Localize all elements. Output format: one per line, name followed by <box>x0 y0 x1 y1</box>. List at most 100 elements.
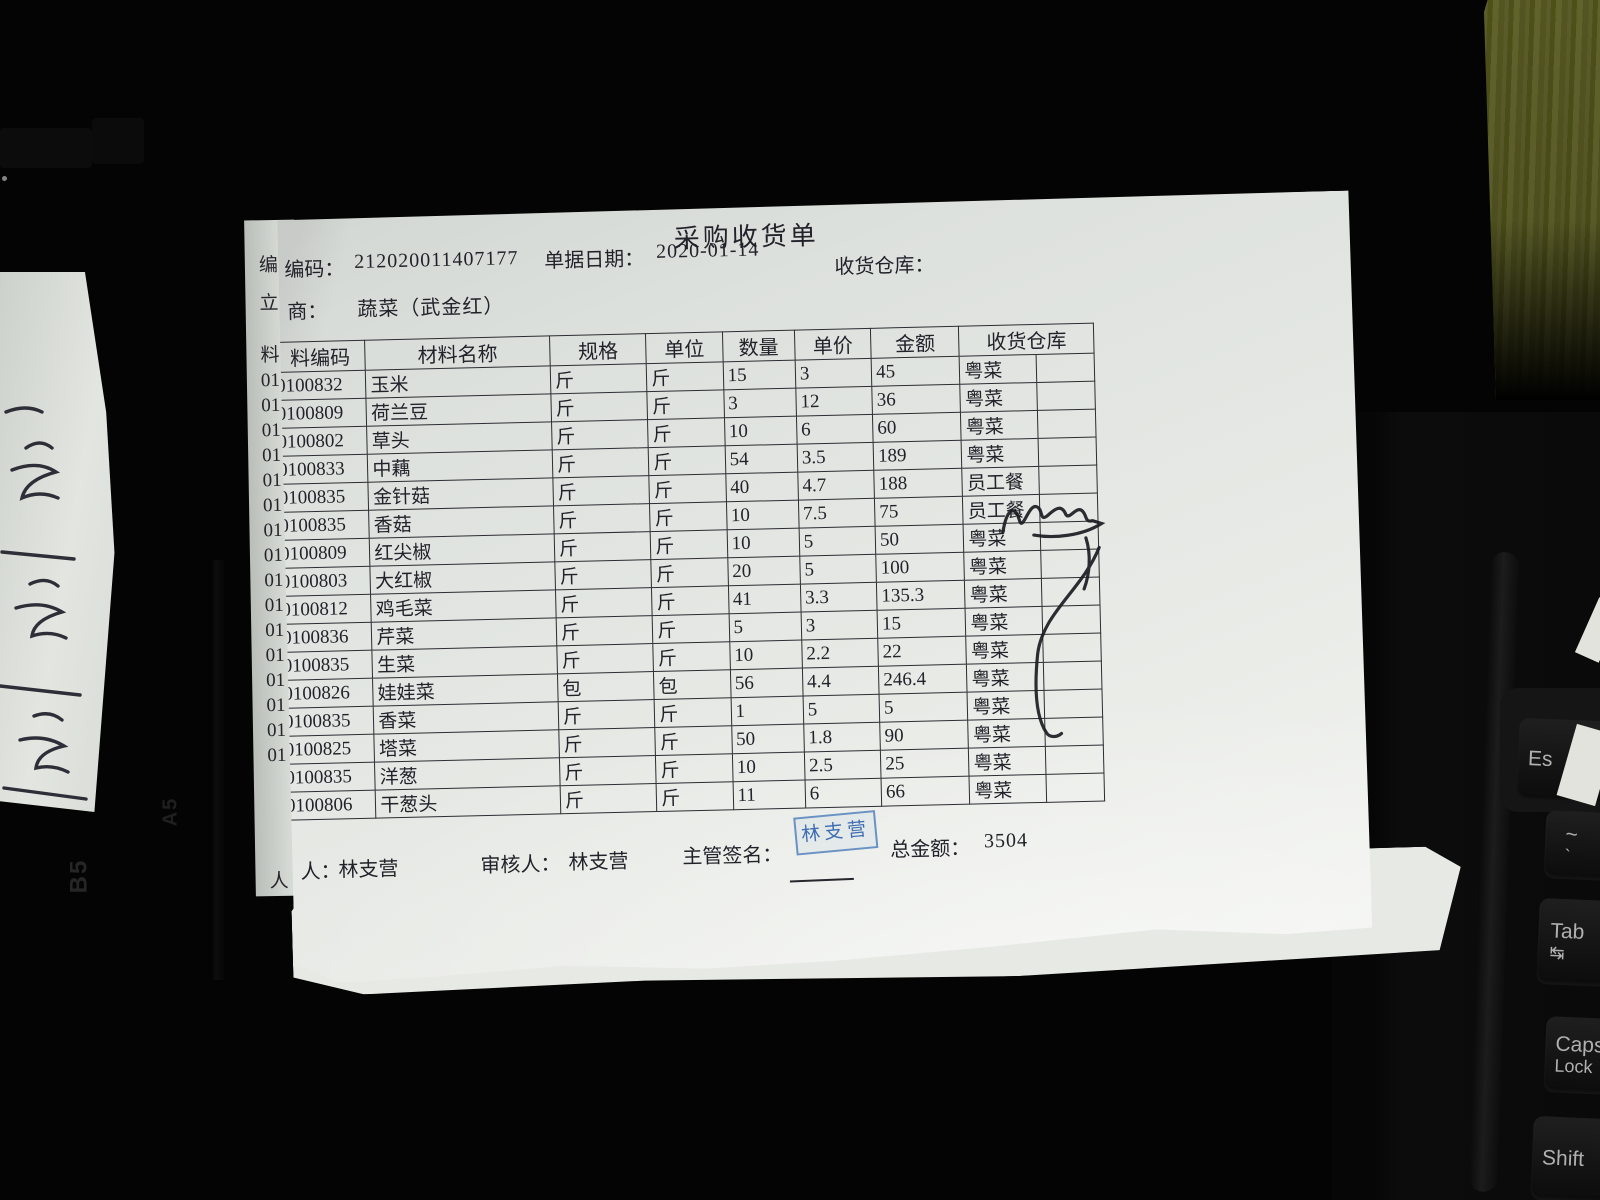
cell-unit-price: 1.8 <box>804 722 881 752</box>
cell-extra <box>1040 549 1099 578</box>
receive-warehouse-label: 收货仓库： <box>834 254 935 279</box>
printer-led-dot <box>2 176 7 181</box>
cell-amount: 15 <box>877 608 966 638</box>
maker-value: 林支营 <box>338 858 399 882</box>
header-unit-price: 单价 <box>794 328 871 360</box>
cell-warehouse: 粤菜 <box>961 410 1038 440</box>
cell-unit-price: 3.3 <box>800 582 877 612</box>
cell-material-name: 干葱头 <box>375 786 560 818</box>
cell-spec: 斤 <box>555 588 652 618</box>
cell-extra <box>1037 409 1096 438</box>
cell-warehouse: 粤菜 <box>964 550 1041 580</box>
header-amount: 金额 <box>871 326 960 358</box>
cell-material-code: 0100826 <box>283 678 374 708</box>
cell-unit-price: 3 <box>795 358 872 388</box>
cell-material-name: 草头 <box>367 422 552 454</box>
total-label: 总金额： <box>889 837 971 862</box>
cell-unit: 斤 <box>654 698 731 728</box>
cell-unit-price: 7.5 <box>798 498 875 528</box>
key-capslock: Caps Lock <box>1543 1016 1600 1096</box>
cell-warehouse: 粤菜 <box>962 438 1039 468</box>
supervisor-sign-label: 主管签名： <box>682 844 783 869</box>
key-tab: Tab ↹ <box>1536 897 1600 989</box>
under-sheet-fragment: 01 <box>265 619 285 642</box>
cell-spec: 包 <box>557 672 654 702</box>
reviewer-value: 林支营 <box>568 850 629 875</box>
cell-material-code: 0100836 <box>281 622 372 652</box>
cell-unit: 斤 <box>649 446 726 476</box>
cell-amount: 45 <box>871 356 960 386</box>
cell-spec: 斤 <box>559 728 656 758</box>
under-sheet-fragment: 01 <box>260 369 281 392</box>
paper-size-marking-b5: B5 <box>65 858 93 894</box>
header-material-name: 材料名称 <box>365 336 550 370</box>
cell-unit-price: 5 <box>799 526 876 556</box>
cell-unit-price: 3 <box>801 610 878 640</box>
cell-unit-price: 3.5 <box>797 442 874 472</box>
handwritten-side-note <box>0 272 115 812</box>
cell-unit: 斤 <box>653 642 730 672</box>
cell-spec: 斤 <box>558 700 655 730</box>
under-sheet-fragment: 01 <box>262 444 282 467</box>
cell-material-code: 0100809 <box>276 398 367 428</box>
cell-material-name: 鸡毛菜 <box>371 590 556 622</box>
cell-spec: 斤 <box>550 364 647 394</box>
cell-quantity: 15 <box>723 360 796 390</box>
cell-amount: 22 <box>878 636 967 666</box>
under-sheet-fragment: 01 <box>266 719 287 742</box>
cell-quantity: 1 <box>731 696 804 726</box>
under-sheet-fragment: 01 <box>262 494 283 517</box>
cell-amount: 188 <box>874 468 963 498</box>
header-spec: 规格 <box>550 334 647 366</box>
cell-warehouse: 粤菜 <box>967 690 1044 720</box>
cell-quantity: 50 <box>731 724 804 754</box>
cell-unit: 斤 <box>648 418 725 448</box>
cell-material-code: 0100835 <box>282 650 373 680</box>
cell-extra <box>1044 689 1103 718</box>
under-sheet-fragment: 01 <box>264 594 285 617</box>
cell-quantity: 54 <box>725 444 798 474</box>
cell-unit-price: 5 <box>800 554 877 584</box>
cell-warehouse: 员工餐 <box>962 466 1039 496</box>
cell-extra <box>1036 381 1095 410</box>
printer-faint-mark <box>92 118 144 164</box>
cell-amount: 75 <box>875 496 964 526</box>
cell-quantity: 56 <box>730 668 803 698</box>
cell-spec: 斤 <box>553 476 650 506</box>
cell-warehouse: 粤菜 <box>960 354 1037 384</box>
receipt-paper: 采购收货单 编码： 212020011407177 单据日期： 2020-01-… <box>277 190 1373 983</box>
cell-unit: 斤 <box>650 530 727 560</box>
signature-underline <box>790 878 854 883</box>
cell-unit: 斤 <box>655 726 732 756</box>
cell-amount: 50 <box>875 524 964 554</box>
cell-spec: 斤 <box>555 560 652 590</box>
under-sheet-fragment: 01 <box>265 644 285 667</box>
header-quantity: 数量 <box>722 330 795 362</box>
supplier-label: 商： <box>287 300 328 324</box>
cell-amount: 90 <box>880 720 969 750</box>
cell-spec: 斤 <box>554 532 651 562</box>
reviewer-label: 审核人： <box>480 853 561 878</box>
under-sheet-fragment: 01 <box>265 669 286 692</box>
cell-unit: 斤 <box>651 558 728 588</box>
cell-material-name: 香菜 <box>374 702 559 734</box>
cell-unit: 斤 <box>656 782 733 812</box>
key-label: ~ <box>1564 822 1579 847</box>
cell-extra <box>1044 717 1103 746</box>
cell-amount: 100 <box>876 552 965 582</box>
supervisor-stamp: 林支营 <box>793 810 878 855</box>
under-sheet-fragment: 料 <box>260 344 280 367</box>
printer-faint-mark <box>0 128 92 168</box>
cell-unit-price: 4.7 <box>798 470 875 500</box>
under-sheet-fragment: 编 <box>258 254 279 277</box>
key-tilde: ~ ` <box>1543 810 1600 882</box>
cell-material-code: 0100812 <box>281 594 372 624</box>
cell-spec: 斤 <box>556 616 653 646</box>
cell-material-name: 娃娃菜 <box>373 674 558 706</box>
key-sub-label: ` <box>1564 845 1571 866</box>
cell-quantity: 11 <box>733 780 806 810</box>
cell-amount: 66 <box>881 776 970 806</box>
cell-warehouse: 粤菜 <box>969 746 1046 776</box>
cell-unit-price: 12 <box>796 386 873 416</box>
under-sheet-fragment: 01 <box>262 469 282 492</box>
